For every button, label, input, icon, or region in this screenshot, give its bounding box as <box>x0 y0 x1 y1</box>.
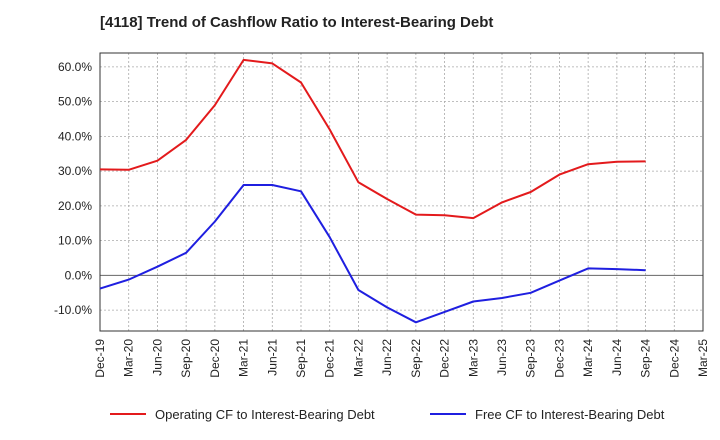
x-tick-label: Mar-22 <box>351 339 365 377</box>
x-tick-label: Jun-23 <box>495 339 509 376</box>
legend-label-1: Operating CF to Interest-Bearing Debt <box>155 407 375 422</box>
x-tick-label: Sep-23 <box>524 339 538 378</box>
y-tick-label: 40.0% <box>58 129 92 143</box>
x-tick-label: Mar-25 <box>696 339 710 377</box>
grid-lines <box>100 53 703 331</box>
y-tick-label: 30.0% <box>58 164 92 178</box>
series-line-1 <box>99 58 646 220</box>
x-tick-label: Mar-20 <box>122 339 136 377</box>
y-tick-label: 50.0% <box>58 95 92 109</box>
x-tick-label: Sep-22 <box>409 339 423 378</box>
x-tick-label: Jun-21 <box>265 339 279 376</box>
x-tick-label: Dec-22 <box>438 339 452 378</box>
chart-title: [4118] Trend of Cashflow Ratio to Intere… <box>100 14 494 31</box>
x-tick-label: Sep-24 <box>639 339 653 378</box>
y-tick-label: 10.0% <box>58 234 92 248</box>
x-axis-ticks: Dec-19 Mar-20 Jun-20 Sep-20 Dec-20 Mar-21 Jun-… <box>93 339 710 378</box>
x-tick-label: Sep-20 <box>179 339 193 378</box>
legend-label-2: Free CF to Interest-Bearing Debt <box>475 407 665 422</box>
x-tick-label: Jun-22 <box>380 339 394 376</box>
series-lines <box>99 58 646 324</box>
x-tick-label: Dec-24 <box>667 339 681 378</box>
plot-area-border <box>99 52 704 332</box>
x-tick-label: Dec-23 <box>552 339 566 378</box>
plot-frame <box>99 52 704 332</box>
y-tick-label: 20.0% <box>58 199 92 213</box>
y-tick-label: -10.0% <box>54 303 92 317</box>
x-tick-label: Jun-24 <box>610 339 624 376</box>
x-tick-label: Jun-20 <box>150 339 164 376</box>
y-tick-label: 60.0% <box>58 60 92 74</box>
x-tick-label: Sep-21 <box>294 339 308 378</box>
x-tick-label: Dec-19 <box>93 339 107 378</box>
x-tick-label: Dec-21 <box>323 339 337 378</box>
y-tick-label: 0.0% <box>65 268 93 282</box>
y-axis-ticks: 60.0% 50.0% 40.0% 30.0% 20.0% 10.0% 0.0% -10.0% <box>54 60 92 317</box>
x-tick-label: Mar-24 <box>581 339 595 377</box>
x-tick-label: Mar-23 <box>466 339 480 377</box>
legend: Operating CF to Interest-Bearing Debt Fre… <box>110 407 665 422</box>
x-tick-label: Dec-20 <box>208 339 222 378</box>
series-line-2 <box>99 184 646 324</box>
x-tick-label: Mar-21 <box>237 339 251 377</box>
